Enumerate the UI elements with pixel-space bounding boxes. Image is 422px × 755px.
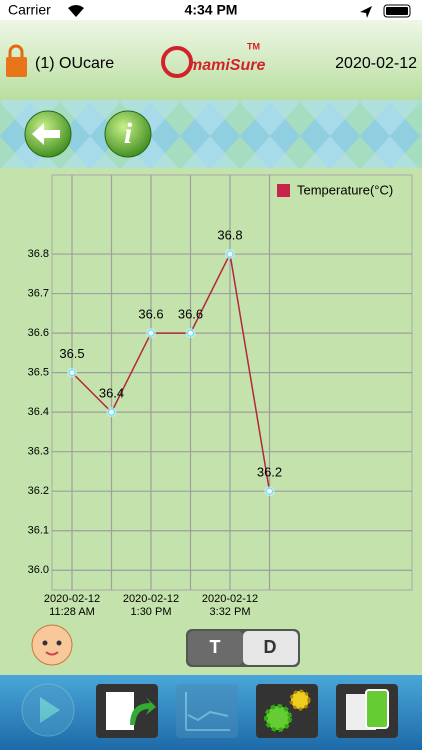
data-point [68, 369, 76, 377]
y-tick-label: 36.7 [28, 287, 49, 299]
y-tick-label: 36.0 [28, 564, 49, 576]
date: 2020-02-12 [335, 55, 417, 72]
plot-area [51, 174, 413, 591]
data-point [147, 329, 155, 337]
info-button[interactable]: i [104, 110, 152, 158]
toggle-d-label: D [264, 637, 277, 657]
header [0, 20, 422, 100]
legend-swatch [277, 184, 290, 197]
y-tick-label: 36.4 [28, 406, 49, 418]
data-point [266, 487, 273, 495]
trademark: TM [247, 41, 260, 51]
x-tick-label: 2020-02-12 3:32 PM [202, 593, 258, 618]
toggle-d[interactable] [243, 631, 298, 665]
data-label: 36.6 [138, 307, 163, 322]
data-point [108, 408, 115, 416]
user-name: (1) OUcare [35, 55, 114, 72]
chart-button[interactable] [176, 684, 238, 738]
toggle-t-label: T [210, 637, 221, 657]
data-point [226, 250, 234, 258]
info-label: i [124, 117, 133, 150]
y-tick-label: 36.3 [28, 446, 49, 458]
back-button[interactable] [24, 110, 72, 158]
x-tick-label: 2020-02-12 1:30 PM [123, 593, 179, 618]
play-button[interactable] [21, 683, 75, 737]
toggle-t[interactable] [188, 631, 243, 665]
logo: mamiSure [188, 57, 265, 74]
data-point [187, 329, 194, 337]
settings-button[interactable] [256, 684, 318, 738]
y-tick-label: 36.8 [28, 248, 49, 260]
carrier: Carrier [8, 2, 51, 18]
data-label: 36.8 [217, 227, 242, 242]
series-line [71, 251, 271, 492]
data-label: 36.4 [99, 386, 124, 401]
data-label: 36.6 [178, 307, 203, 322]
status-bar [0, 0, 422, 20]
y-tick-label: 36.1 [28, 525, 49, 537]
data-label: 36.2 [257, 465, 282, 480]
legend-label: Temperature(°C) [297, 182, 393, 197]
y-tick-label: 36.5 [28, 367, 49, 379]
baby-icon[interactable] [31, 624, 73, 666]
battery [383, 4, 411, 18]
clock: 4:34 PM [185, 2, 238, 18]
battery-level [386, 7, 408, 15]
y-tick-label: 36.2 [28, 485, 49, 497]
x-tick-label: 2020-02-12 11:28 AM [44, 593, 100, 618]
data-label: 36.5 [59, 346, 84, 361]
y-tick-label: 36.6 [28, 327, 49, 339]
location-icon [360, 6, 372, 18]
logo-mark [161, 46, 193, 78]
wifi-icon [68, 5, 84, 17]
records-button[interactable] [336, 684, 398, 738]
lock-icon [6, 44, 27, 77]
export-button[interactable] [96, 684, 158, 738]
